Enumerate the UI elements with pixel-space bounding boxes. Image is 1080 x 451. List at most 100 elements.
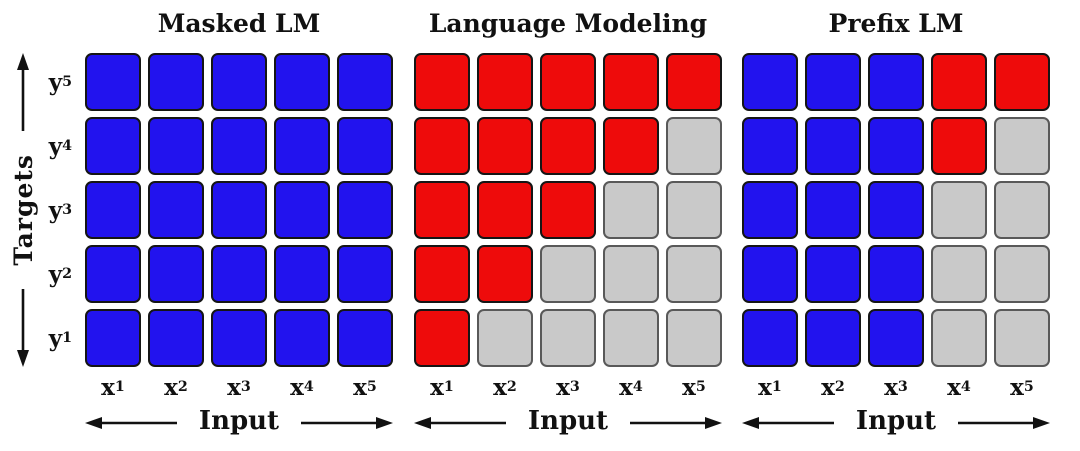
- cell-y1x5-blue: [337, 309, 393, 367]
- cell-y4x4-red: [603, 117, 659, 175]
- arrow-right-icon: [300, 417, 393, 429]
- cell-y3x3-red: [540, 181, 596, 239]
- cell-y4x5-gray: [666, 117, 722, 175]
- cell-y2x3-blue: [868, 245, 924, 303]
- arrow-up-icon: [17, 53, 29, 131]
- cell-y2x4-blue: [274, 245, 330, 303]
- cell-y1x2-gray: [477, 309, 533, 367]
- cell-y3x1-blue: [742, 181, 798, 239]
- cell-y5x4-red: [931, 53, 987, 111]
- cell-y2x3-blue: [211, 245, 267, 303]
- cell-y1x2-blue: [148, 309, 204, 367]
- cell-y5x2-red: [477, 53, 533, 111]
- arrow-left-icon: [85, 417, 177, 429]
- cell-y2x4-gray: [931, 245, 987, 303]
- cell-y4x4-red: [931, 117, 987, 175]
- cell-y5x5-blue: [337, 53, 393, 111]
- input-axis-label: Input: [527, 406, 609, 436]
- arrow-left-icon: [414, 417, 506, 429]
- cell-y1x3-blue: [868, 309, 924, 367]
- cell-y2x4-gray: [603, 245, 659, 303]
- panel-language-modeling: Language Modeling x 1 x 2 x 3 x 4 x 5 Input: [414, 0, 722, 440]
- cell-y3x4-gray: [603, 181, 659, 239]
- cell-y3x2-blue: [805, 181, 861, 239]
- targets-axis-label: Targets: [8, 154, 38, 266]
- cell-y5x4-blue: [274, 53, 330, 111]
- cell-y1x4-gray: [603, 309, 659, 367]
- cell-y2x2-red: [477, 245, 533, 303]
- cell-y1x4-gray: [931, 309, 987, 367]
- cell-y4x1-red: [414, 117, 470, 175]
- attention-grid-prefix-lm: [742, 53, 1050, 367]
- cell-y5x1-blue: [85, 53, 141, 111]
- panel-title-prefix-lm: Prefix LM: [828, 9, 964, 38]
- cell-y3x4-blue: [274, 181, 330, 239]
- cell-y2x5-blue: [337, 245, 393, 303]
- cell-y4x2-blue: [805, 117, 861, 175]
- panel-prefix-lm: Prefix LM x 1 x 2 x 3 x 4 x 5 Input: [742, 0, 1050, 440]
- arrow-right-icon: [629, 417, 722, 429]
- cell-y2x2-blue: [148, 245, 204, 303]
- cell-y3x2-red: [477, 181, 533, 239]
- cell-y3x1-red: [414, 181, 470, 239]
- cell-y3x4-gray: [931, 181, 987, 239]
- cell-y3x1-blue: [85, 181, 141, 239]
- input-axis-label: Input: [855, 406, 937, 436]
- input-axis-masked-lm: Input: [85, 406, 393, 440]
- cell-y1x3-blue: [211, 309, 267, 367]
- input-axis-label: Input: [198, 406, 280, 436]
- cell-y2x1-blue: [85, 245, 141, 303]
- cell-y3x5-gray: [666, 181, 722, 239]
- cell-y5x3-red: [540, 53, 596, 111]
- arrow-down-icon: [17, 289, 29, 367]
- arrow-right-icon: [957, 417, 1050, 429]
- cell-y5x2-blue: [805, 53, 861, 111]
- cell-y2x1-blue: [742, 245, 798, 303]
- cell-y5x4-red: [603, 53, 659, 111]
- cell-y4x5-gray: [994, 117, 1050, 175]
- cell-y5x5-red: [666, 53, 722, 111]
- cell-y1x1-blue: [742, 309, 798, 367]
- cell-y2x2-blue: [805, 245, 861, 303]
- cell-y2x5-gray: [994, 245, 1050, 303]
- attention-grid-masked-lm: [85, 53, 393, 367]
- cell-y3x5-gray: [994, 181, 1050, 239]
- cell-y1x5-gray: [666, 309, 722, 367]
- cell-y3x2-blue: [148, 181, 204, 239]
- cell-y4x4-blue: [274, 117, 330, 175]
- cell-y4x3-blue: [868, 117, 924, 175]
- cell-y4x5-blue: [337, 117, 393, 175]
- cell-y4x2-red: [477, 117, 533, 175]
- cell-y4x1-blue: [85, 117, 141, 175]
- cell-y3x3-blue: [868, 181, 924, 239]
- cell-y2x1-red: [414, 245, 470, 303]
- cell-y5x5-red: [994, 53, 1050, 111]
- cell-y5x1-blue: [742, 53, 798, 111]
- cell-y1x5-gray: [994, 309, 1050, 367]
- cell-y5x3-blue: [868, 53, 924, 111]
- cell-y3x3-blue: [211, 181, 267, 239]
- panel-masked-lm: Masked LM x 1 x 2 x 3 x 4 x 5 Input: [85, 0, 393, 440]
- cell-y1x1-red: [414, 309, 470, 367]
- attention-grid-language-modeling: [414, 53, 722, 367]
- cell-y4x3-red: [540, 117, 596, 175]
- cell-y1x2-blue: [805, 309, 861, 367]
- cell-y4x3-blue: [211, 117, 267, 175]
- panel-title-masked-lm: Masked LM: [157, 9, 321, 38]
